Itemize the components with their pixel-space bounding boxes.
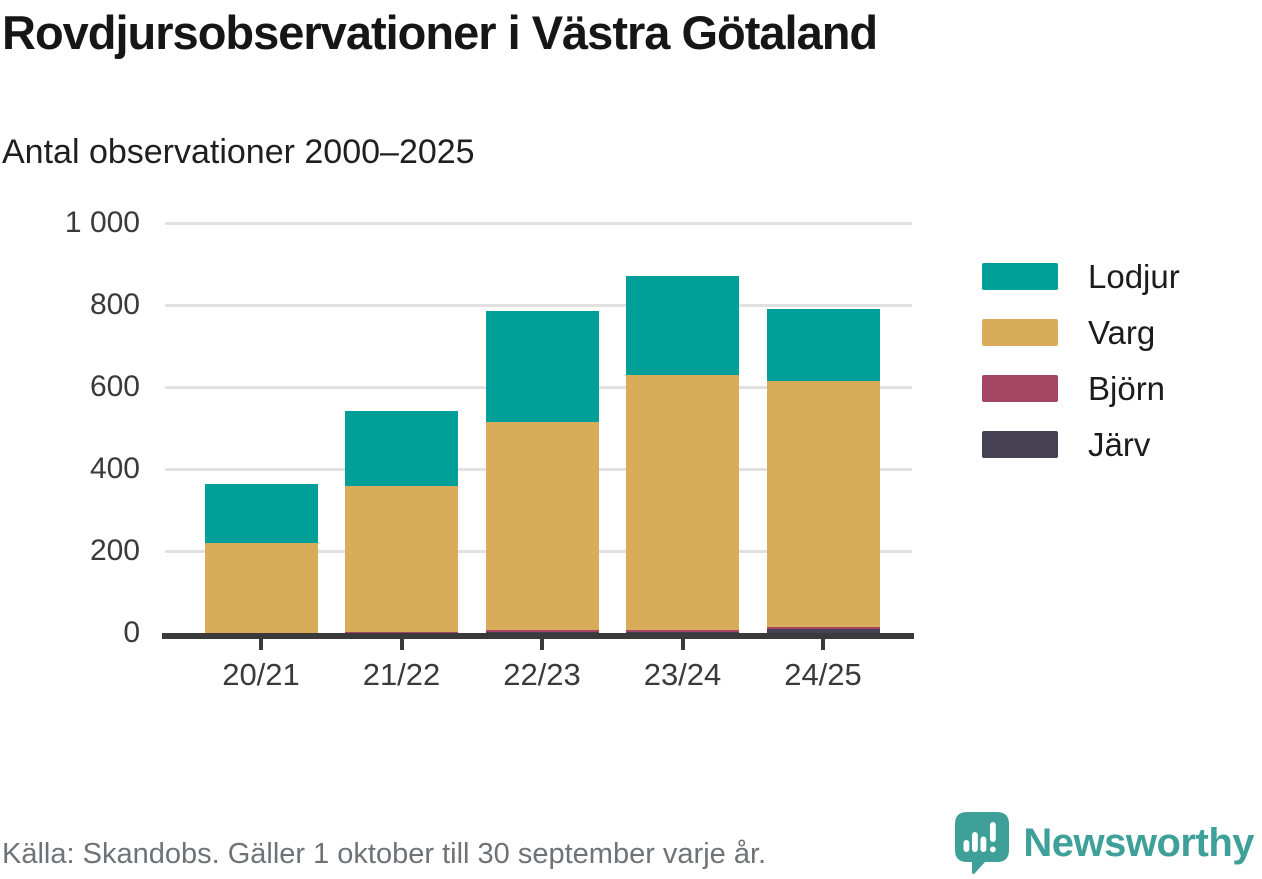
legend-label: Järv: [1088, 425, 1151, 463]
gridline-1000: [165, 221, 912, 225]
legend-label: Björn: [1088, 369, 1166, 407]
legend-swatch-varg: [982, 319, 1058, 346]
bar-segment-varg-20-21: [204, 543, 318, 633]
x-axis-tick: [399, 639, 404, 650]
y-axis-tick-label: 200: [89, 534, 140, 567]
bar-segment-järv-24-25: [766, 629, 880, 633]
bar-segment-björn-24-25: [766, 627, 880, 630]
newsworthy-bubble-icon: [955, 811, 1010, 874]
y-axis-tick-label: 0: [123, 616, 140, 649]
bar-segment-björn-22-23: [485, 629, 599, 633]
chart-subtitle: Antal observationer 2000–2025: [2, 133, 475, 171]
legend-item-lodjur: Lodjur: [982, 258, 1180, 295]
y-axis-tick-label: 1 000: [64, 206, 140, 239]
x-axis-tick: [680, 639, 685, 650]
bar-segment-järv-23-24: [626, 631, 739, 633]
y-axis-tick-label: 600: [89, 370, 140, 403]
x-axis-category-label: 22/23: [503, 657, 581, 692]
bar-segment-lodjur-23-24: [626, 276, 739, 376]
bar-segment-björn-21-22: [345, 631, 458, 633]
bar-segment-varg-22-23: [485, 421, 599, 630]
x-axis-category-label: 23/24: [643, 657, 722, 692]
chart-legend: Lodjur Varg Björn Järv: [982, 258, 1180, 487]
legend-swatch-järv: [982, 431, 1058, 458]
bar-segment-lodjur-22-23: [485, 311, 599, 422]
bar-segment-lodjur-21-22: [345, 410, 458, 486]
bar-segment-varg-21-22: [345, 485, 458, 632]
x-axis-line: [162, 633, 914, 639]
legend-swatch-lodjur: [982, 263, 1058, 290]
bar-segment-järv-22-23: [485, 632, 599, 634]
bar-segment-lodjur-20-21: [204, 483, 318, 544]
x-axis-tick: [259, 639, 263, 650]
bar-segment-varg-23-24: [626, 375, 739, 630]
bar-segment-björn-23-24: [626, 629, 739, 632]
x-axis-category-label: 21/22: [362, 657, 441, 692]
bar-segment-varg-24-25: [766, 380, 880, 628]
legend-swatch-björn: [982, 375, 1058, 402]
bar-segment-lodjur-24-25: [766, 309, 880, 381]
y-axis-tick-label: 400: [89, 452, 140, 485]
legend-item-björn: Björn: [982, 370, 1180, 407]
legend-label: Varg: [1088, 313, 1156, 351]
brand-name: Newsworthy: [1023, 820, 1254, 865]
source-note: Källa: Skandobs. Gäller 1 oktober till 3…: [2, 838, 767, 870]
x-axis-category-label: 24/25: [784, 657, 862, 692]
gridline-800: [165, 303, 912, 307]
x-axis-tick: [540, 639, 544, 650]
legend-label: Lodjur: [1088, 257, 1180, 295]
page-title: Rovdjursobservationer i Västra Götaland: [2, 6, 878, 59]
brand-logo: Newsworthy: [955, 810, 1254, 876]
x-axis-category-label: 20/21: [222, 657, 300, 692]
y-axis-tick-label: 800: [89, 288, 140, 321]
legend-item-järv: Järv: [982, 426, 1180, 463]
legend-item-varg: Varg: [982, 314, 1180, 351]
x-axis-tick: [821, 639, 825, 650]
